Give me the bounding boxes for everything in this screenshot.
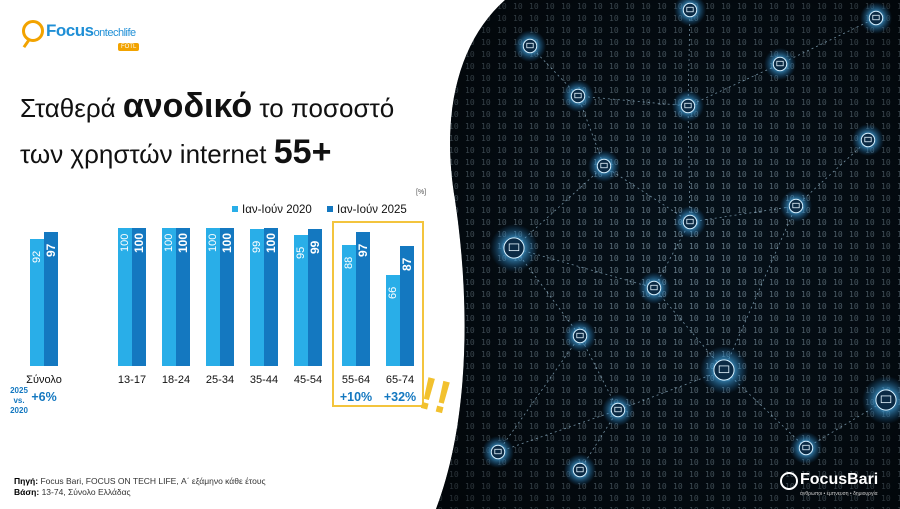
data-label: 100 xyxy=(264,232,278,253)
data-label: 92 xyxy=(31,250,43,264)
growth-label: +10% xyxy=(339,390,373,404)
source-note: Πηγή: Focus Bari, FOCUS ON TECH LIFE, Α΄… xyxy=(14,476,266,497)
data-label: 99 xyxy=(308,241,322,255)
category-label: Σύνολο xyxy=(26,374,62,386)
bar-Σύνολο-2025 xyxy=(44,232,58,366)
legend-label: Ιαν-Ιούν 2025 xyxy=(337,204,407,216)
legend-item-2020: Ιαν-Ιούν 2020 xyxy=(232,204,312,218)
slide-title: Σταθερά ανοδικό το ποσοστό των χρηστών i… xyxy=(20,87,395,171)
data-label: 100 xyxy=(163,233,175,252)
bar-55-64-2025 xyxy=(356,232,370,366)
data-label: 95 xyxy=(295,246,307,259)
bar-55-64-2020 xyxy=(342,244,356,366)
bar-13-17-2025 xyxy=(132,228,146,366)
bar-13-17-2020 xyxy=(118,228,132,366)
category-label: 55-64 xyxy=(341,374,371,386)
bar-65-74-2025 xyxy=(400,245,414,366)
data-label: 100 xyxy=(119,233,131,252)
growth-label: +6% xyxy=(31,390,57,404)
bar-65-74-2020 xyxy=(386,274,400,366)
bar-35-44-2020 xyxy=(250,229,264,366)
focus-bari-logo: FocusBari άνθρωποι • έμπνευση • δημιουργ… xyxy=(780,470,896,500)
legend-label: Ιαν-Ιούν 2020 xyxy=(242,204,312,216)
category-label: 45-54 xyxy=(293,374,323,386)
legend-swatch xyxy=(232,206,238,212)
category-label: 65-74 xyxy=(385,374,415,386)
data-label: 97 xyxy=(44,243,58,258)
data-label: 100 xyxy=(176,232,190,253)
bar-Σύνολο-2020 xyxy=(30,239,44,366)
bar-35-44-2025 xyxy=(264,228,278,366)
comparison-label: 2025 vs. 2020 xyxy=(10,386,28,415)
bar-25-34-2025 xyxy=(220,228,234,366)
unit-label: [%] xyxy=(416,189,427,196)
bar-45-54-2025 xyxy=(308,229,322,366)
bar-25-34-2020 xyxy=(206,228,220,366)
highlight-box xyxy=(332,221,424,407)
focus-on-tech-life-logo: Focusontechlife FOTL xyxy=(22,18,152,56)
data-label: 100 xyxy=(207,233,219,252)
legend-item-2025: Ιαν-Ιούν 2025 xyxy=(327,204,407,218)
category-label: 35-44 xyxy=(249,374,279,386)
bar-18-24-2025 xyxy=(176,228,190,366)
growth-label: +32% xyxy=(383,390,417,404)
magnifier-icon xyxy=(780,472,798,490)
magnifier-icon xyxy=(22,20,44,42)
category-label: 18-24 xyxy=(161,374,191,386)
data-label: 100 xyxy=(220,232,234,253)
data-label: 99 xyxy=(251,241,263,254)
category-label: 13-17 xyxy=(117,374,147,386)
legend-swatch xyxy=(327,206,333,212)
data-label: 100 xyxy=(132,232,146,253)
bar-18-24-2020 xyxy=(162,228,176,366)
bar-45-54-2020 xyxy=(294,234,308,366)
category-label: 25-34 xyxy=(205,374,235,386)
